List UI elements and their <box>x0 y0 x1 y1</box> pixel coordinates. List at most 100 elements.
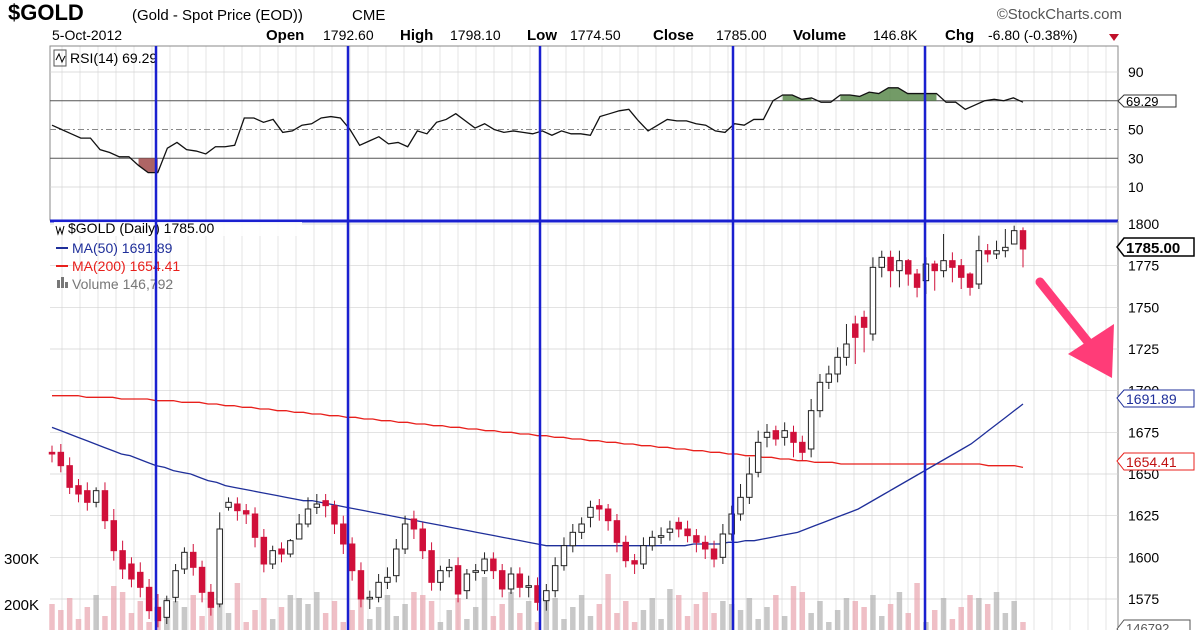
candle-body <box>816 381 824 412</box>
price-tick-labels: 1800177517501725170016751650162516001575 <box>1128 216 1159 607</box>
candle-body <box>437 570 444 583</box>
volume-bar <box>402 604 408 630</box>
exchange: CME <box>352 7 385 24</box>
candle-body <box>516 573 524 588</box>
high-label: High <box>400 27 433 44</box>
volume-bar <box>225 613 232 630</box>
rsi-tick-10: 10 <box>1128 179 1144 195</box>
volume-bar <box>428 601 435 630</box>
volume-bar <box>199 616 205 630</box>
candle-body <box>878 256 886 268</box>
rsi-line-layer <box>51 87 1024 174</box>
rsi-tick-30: 30 <box>1128 150 1144 166</box>
arrow-head-icon <box>1068 324 1114 378</box>
candle-body <box>428 550 435 583</box>
volume-bar <box>914 583 920 630</box>
volume-bar <box>119 592 126 630</box>
volume-bar <box>208 604 214 630</box>
candle-body <box>110 520 118 552</box>
volume-bar <box>702 592 708 630</box>
volume-bar <box>1011 601 1017 630</box>
volume-bar <box>464 619 470 630</box>
candle-body <box>604 508 612 522</box>
candle-body <box>207 591 215 608</box>
candle-body <box>843 343 850 358</box>
volume-bar <box>322 613 329 630</box>
volume-bar <box>499 604 505 630</box>
volume-bar <box>508 592 514 630</box>
volume-bar <box>667 589 673 630</box>
volume-bar <box>967 595 973 630</box>
volume-bar <box>252 610 258 630</box>
price-tick-1800: 1800 <box>1128 216 1159 232</box>
candle-body <box>163 600 170 618</box>
rsi-tick-labels: 9070503010 <box>1128 64 1144 195</box>
volume-bar <box>790 586 797 630</box>
candle-body <box>401 523 409 550</box>
volume-bar <box>472 607 479 630</box>
candle-body <box>128 563 135 580</box>
ma200-line <box>52 395 1024 468</box>
volume-bar <box>799 592 806 630</box>
volume-bar <box>817 601 823 630</box>
volume-bar <box>958 607 964 630</box>
price-panel: 1800177517501725170016751650162516001575… <box>4 216 1195 630</box>
volume-bar <box>384 595 391 630</box>
candle-body <box>790 431 797 443</box>
last-price-label: 1785.00 <box>1126 240 1180 257</box>
candle-body <box>710 548 718 560</box>
candle-body <box>869 266 877 335</box>
volume-bar <box>578 595 585 630</box>
volume-bar <box>596 604 603 630</box>
candle-body <box>613 520 621 543</box>
symbol: $GOLD <box>8 0 84 25</box>
ma200-tag-box <box>1116 452 1195 471</box>
volume-bar <box>216 592 223 630</box>
rsi-line <box>51 87 1024 174</box>
volume-bar <box>128 613 135 630</box>
price-tick-1775: 1775 <box>1128 258 1159 274</box>
volume-bar <box>481 577 488 630</box>
volume-bar <box>834 610 841 630</box>
candle-body <box>719 533 727 558</box>
volume-bar <box>331 601 338 630</box>
candle-body <box>666 528 674 533</box>
candle-body <box>763 431 771 438</box>
volume-bar <box>905 613 911 630</box>
volume-bar <box>896 592 903 630</box>
volume-bar <box>420 595 426 630</box>
volume-bar <box>517 613 523 630</box>
candle-body <box>304 508 312 525</box>
candle-body <box>57 451 65 467</box>
volume-bar <box>649 598 655 630</box>
candle-body <box>481 558 488 572</box>
volume-bar <box>278 607 285 630</box>
rsi-tick-90: 90 <box>1128 64 1144 80</box>
volume-bar <box>870 595 876 630</box>
high-value: 1798.10 <box>450 27 501 43</box>
volume-bar <box>243 622 249 630</box>
candle-body <box>578 523 585 533</box>
volume-bar <box>976 598 982 630</box>
candle-body <box>525 585 532 588</box>
candle-body <box>834 356 841 375</box>
candle-body <box>649 536 656 547</box>
chg-label: Chg <box>945 27 974 44</box>
chg-value: -6.80 (-0.38%) <box>988 27 1077 43</box>
candle-body <box>66 465 73 488</box>
volume-bar <box>534 622 541 630</box>
candle-body <box>560 545 568 567</box>
rsi-panel: 9070503010 RSI(14) 69.29 69.29 <box>49 45 1177 221</box>
last-price-tag-box <box>1116 237 1195 257</box>
volume-bar <box>587 616 594 630</box>
candle-body <box>896 260 903 272</box>
volume-bar <box>455 598 461 630</box>
candle-body <box>172 570 179 598</box>
price-title: $GOLD (Daily) 1785.00 <box>68 220 215 236</box>
volume-bar <box>543 592 550 630</box>
candle-body <box>490 558 497 572</box>
volume-bar <box>940 598 947 630</box>
candle-body <box>737 496 744 515</box>
volume-label: Volume <box>793 27 846 44</box>
candle-body <box>825 373 833 383</box>
